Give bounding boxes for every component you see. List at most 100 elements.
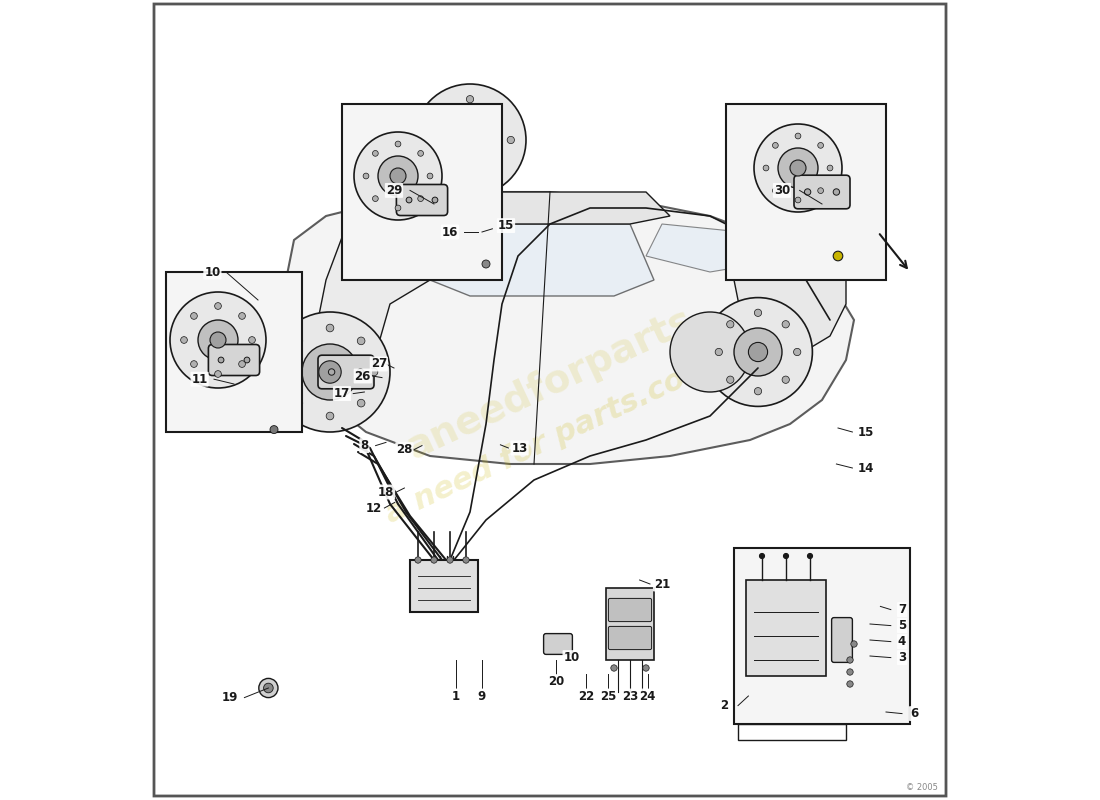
Circle shape — [438, 166, 444, 173]
Text: 1: 1 — [451, 690, 460, 702]
Circle shape — [466, 177, 474, 185]
Text: 21: 21 — [653, 578, 670, 590]
Circle shape — [438, 107, 444, 114]
Circle shape — [295, 337, 302, 345]
Circle shape — [180, 337, 187, 343]
Text: 4: 4 — [898, 635, 906, 648]
Circle shape — [327, 412, 333, 420]
Text: 10: 10 — [205, 266, 220, 278]
Circle shape — [460, 130, 481, 150]
Text: 17: 17 — [334, 387, 350, 400]
Text: 22: 22 — [578, 690, 594, 702]
Text: 25: 25 — [601, 690, 617, 702]
Circle shape — [258, 678, 278, 698]
FancyBboxPatch shape — [208, 345, 260, 375]
Circle shape — [264, 683, 273, 693]
Polygon shape — [430, 224, 654, 296]
Circle shape — [778, 148, 818, 188]
Circle shape — [395, 205, 400, 211]
FancyBboxPatch shape — [608, 598, 651, 622]
Circle shape — [704, 298, 813, 406]
Circle shape — [244, 357, 250, 363]
Circle shape — [418, 150, 424, 156]
Circle shape — [239, 361, 245, 367]
Circle shape — [715, 348, 723, 356]
Polygon shape — [430, 192, 670, 224]
Text: 5: 5 — [898, 619, 906, 632]
Circle shape — [795, 197, 801, 203]
Text: 3: 3 — [898, 651, 906, 664]
Circle shape — [790, 160, 806, 176]
FancyBboxPatch shape — [396, 185, 448, 215]
Circle shape — [833, 251, 843, 261]
Text: aneedforparts: aneedforparts — [400, 301, 700, 467]
Circle shape — [847, 657, 854, 663]
Circle shape — [754, 124, 842, 212]
FancyBboxPatch shape — [746, 580, 826, 676]
Circle shape — [283, 368, 289, 376]
Circle shape — [373, 150, 378, 156]
Circle shape — [319, 361, 341, 383]
Text: 30: 30 — [774, 184, 790, 197]
Text: 20: 20 — [548, 675, 564, 688]
Polygon shape — [310, 216, 438, 400]
Text: 6: 6 — [910, 707, 918, 720]
Text: 12: 12 — [366, 502, 382, 514]
FancyBboxPatch shape — [794, 175, 850, 209]
FancyBboxPatch shape — [726, 104, 886, 280]
Text: 2: 2 — [720, 699, 728, 712]
Polygon shape — [734, 224, 846, 360]
Text: 29: 29 — [386, 184, 403, 197]
Circle shape — [507, 136, 515, 144]
Text: © 2005: © 2005 — [906, 783, 938, 792]
Circle shape — [850, 641, 857, 647]
Circle shape — [807, 554, 813, 558]
Text: 26: 26 — [354, 370, 371, 382]
Circle shape — [239, 313, 245, 319]
Circle shape — [642, 665, 649, 671]
Circle shape — [793, 348, 801, 356]
Circle shape — [218, 357, 224, 363]
Circle shape — [782, 321, 790, 328]
Text: 23: 23 — [621, 690, 638, 702]
Circle shape — [190, 313, 197, 319]
Text: 16: 16 — [442, 226, 459, 238]
FancyBboxPatch shape — [410, 560, 478, 612]
Circle shape — [444, 114, 496, 166]
Circle shape — [447, 557, 453, 563]
Text: 7: 7 — [898, 603, 906, 616]
Circle shape — [610, 665, 617, 671]
Circle shape — [772, 142, 779, 148]
Circle shape — [358, 399, 365, 407]
FancyBboxPatch shape — [734, 548, 910, 724]
Text: 14: 14 — [858, 462, 874, 474]
Circle shape — [249, 337, 255, 343]
Circle shape — [414, 84, 526, 196]
Circle shape — [795, 133, 801, 139]
Circle shape — [295, 399, 302, 407]
Circle shape — [817, 142, 824, 148]
Circle shape — [426, 136, 432, 144]
Circle shape — [214, 302, 221, 310]
Circle shape — [358, 369, 364, 375]
Text: 9: 9 — [477, 690, 486, 702]
Circle shape — [210, 332, 225, 348]
Circle shape — [371, 368, 377, 376]
Text: 24: 24 — [639, 690, 656, 702]
Circle shape — [755, 309, 761, 317]
Circle shape — [763, 165, 769, 171]
Circle shape — [373, 196, 378, 202]
Text: 27: 27 — [371, 358, 387, 370]
Polygon shape — [646, 224, 758, 272]
Text: 15: 15 — [498, 219, 514, 232]
Circle shape — [772, 188, 779, 194]
Text: 19: 19 — [222, 691, 239, 704]
Circle shape — [782, 376, 790, 383]
Circle shape — [190, 361, 197, 367]
Circle shape — [783, 554, 789, 558]
Circle shape — [670, 312, 750, 392]
Circle shape — [198, 320, 238, 360]
Text: 10: 10 — [563, 651, 580, 664]
Circle shape — [170, 292, 266, 388]
Circle shape — [495, 107, 503, 114]
